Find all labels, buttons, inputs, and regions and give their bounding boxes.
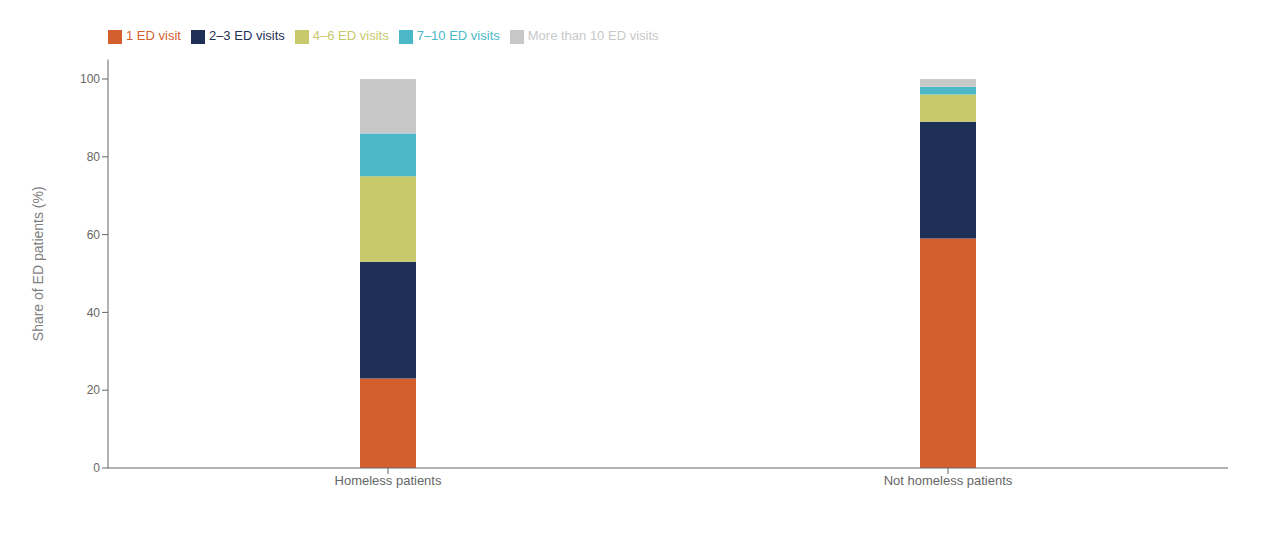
svg-text:Homeless patients: Homeless patients	[335, 473, 442, 488]
svg-text:40: 40	[87, 306, 101, 320]
svg-text:80: 80	[87, 150, 101, 164]
html-text:More than 10 ED visits: More than 10 ED visits	[527, 28, 659, 43]
svg-text:60: 60	[87, 228, 101, 242]
svg-text:20: 20	[87, 383, 101, 397]
html-text:4–6 ED visits: 4–6 ED visits	[312, 28, 389, 43]
html-text:2–3 ED visits: 2–3 ED visits	[208, 28, 285, 43]
svg-text:100: 100	[80, 72, 100, 86]
svg-text:Not homeless patients: Not homeless patients	[884, 473, 1013, 488]
html-text:1 ED visit: 1 ED visit	[126, 28, 181, 43]
svg-text:0: 0	[93, 461, 100, 475]
svg-text:Share of ED patients (%): Share of ED patients (%)	[30, 186, 46, 341]
html-text:7–10 ED visits: 7–10 ED visits	[416, 28, 500, 43]
